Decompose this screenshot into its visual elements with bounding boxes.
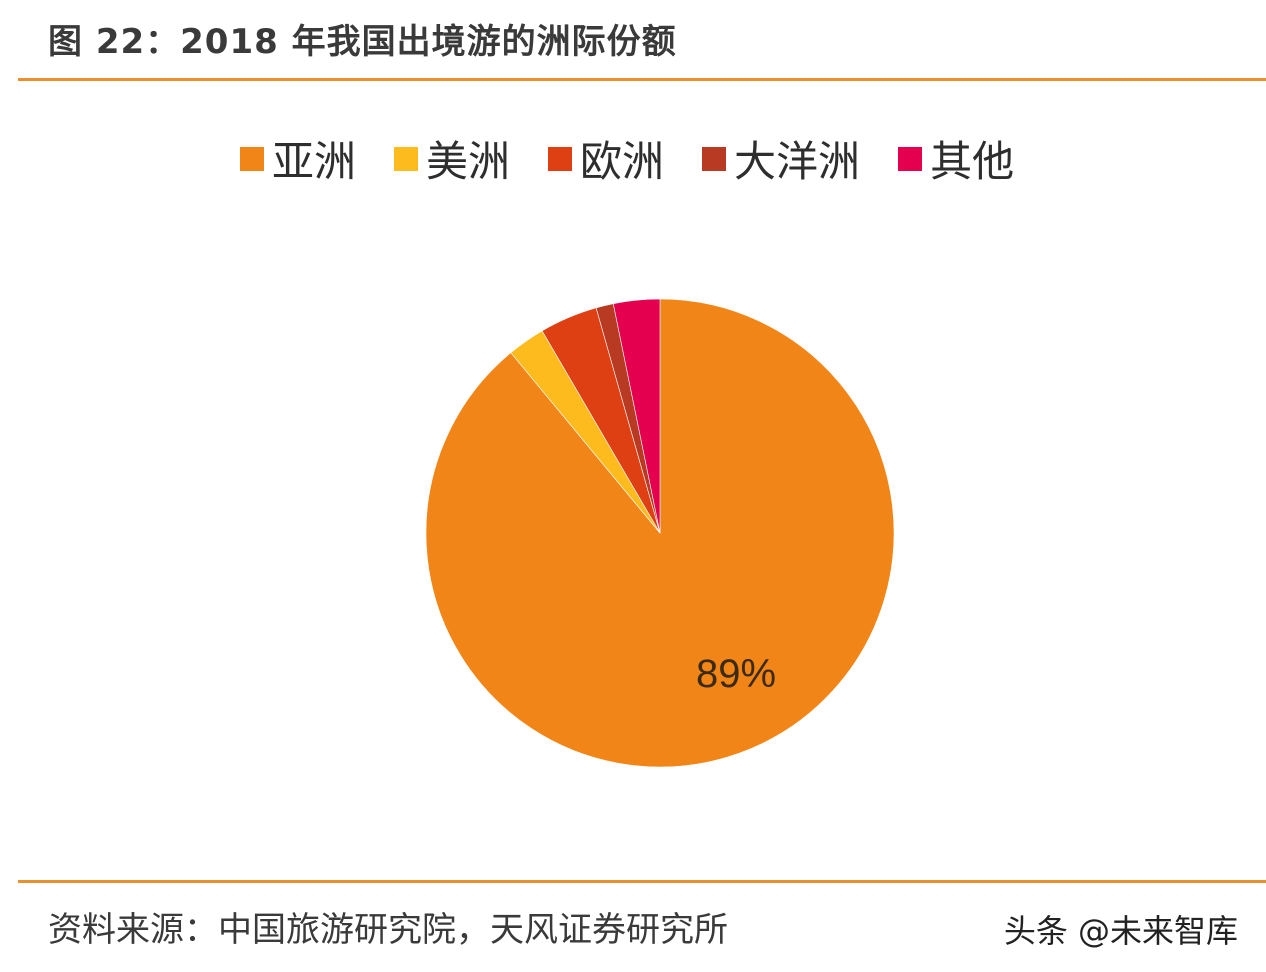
chart-legend: 亚洲 美洲 欧洲 大洋洲 其他	[240, 128, 1014, 189]
source-note: 资料来源：中国旅游研究院，天风证券研究所	[48, 910, 728, 950]
title-divider	[18, 78, 1266, 81]
legend-label: 亚洲	[272, 137, 357, 186]
legend-label: 欧洲	[580, 137, 665, 186]
watermark: 头条 @未来智库	[1003, 912, 1238, 950]
pie-slices	[425, 298, 895, 768]
legend-swatch-other	[898, 146, 923, 171]
legend-swatch-europe	[548, 146, 573, 171]
chart-title: 图 22：2018 年我国出境游的洲际份额	[48, 22, 677, 62]
legend-item-other: 其他	[898, 128, 1014, 189]
pie-slice-other	[612, 298, 661, 534]
legend-label: 其他	[930, 137, 1015, 186]
legend-label: 大洋洲	[734, 137, 861, 186]
legend-swatch-americas	[394, 146, 419, 171]
footer-divider	[18, 880, 1266, 883]
legend-item-europe: 欧洲	[548, 128, 664, 189]
legend-item-asia: 亚洲	[240, 128, 356, 189]
asia-percentage-label: 89%	[696, 652, 777, 696]
legend-item-oceania: 大洋洲	[702, 128, 860, 189]
legend-label: 美洲	[426, 137, 511, 186]
legend-item-americas: 美洲	[394, 128, 510, 189]
legend-swatch-asia	[240, 146, 264, 171]
legend-swatch-oceania	[702, 146, 727, 171]
